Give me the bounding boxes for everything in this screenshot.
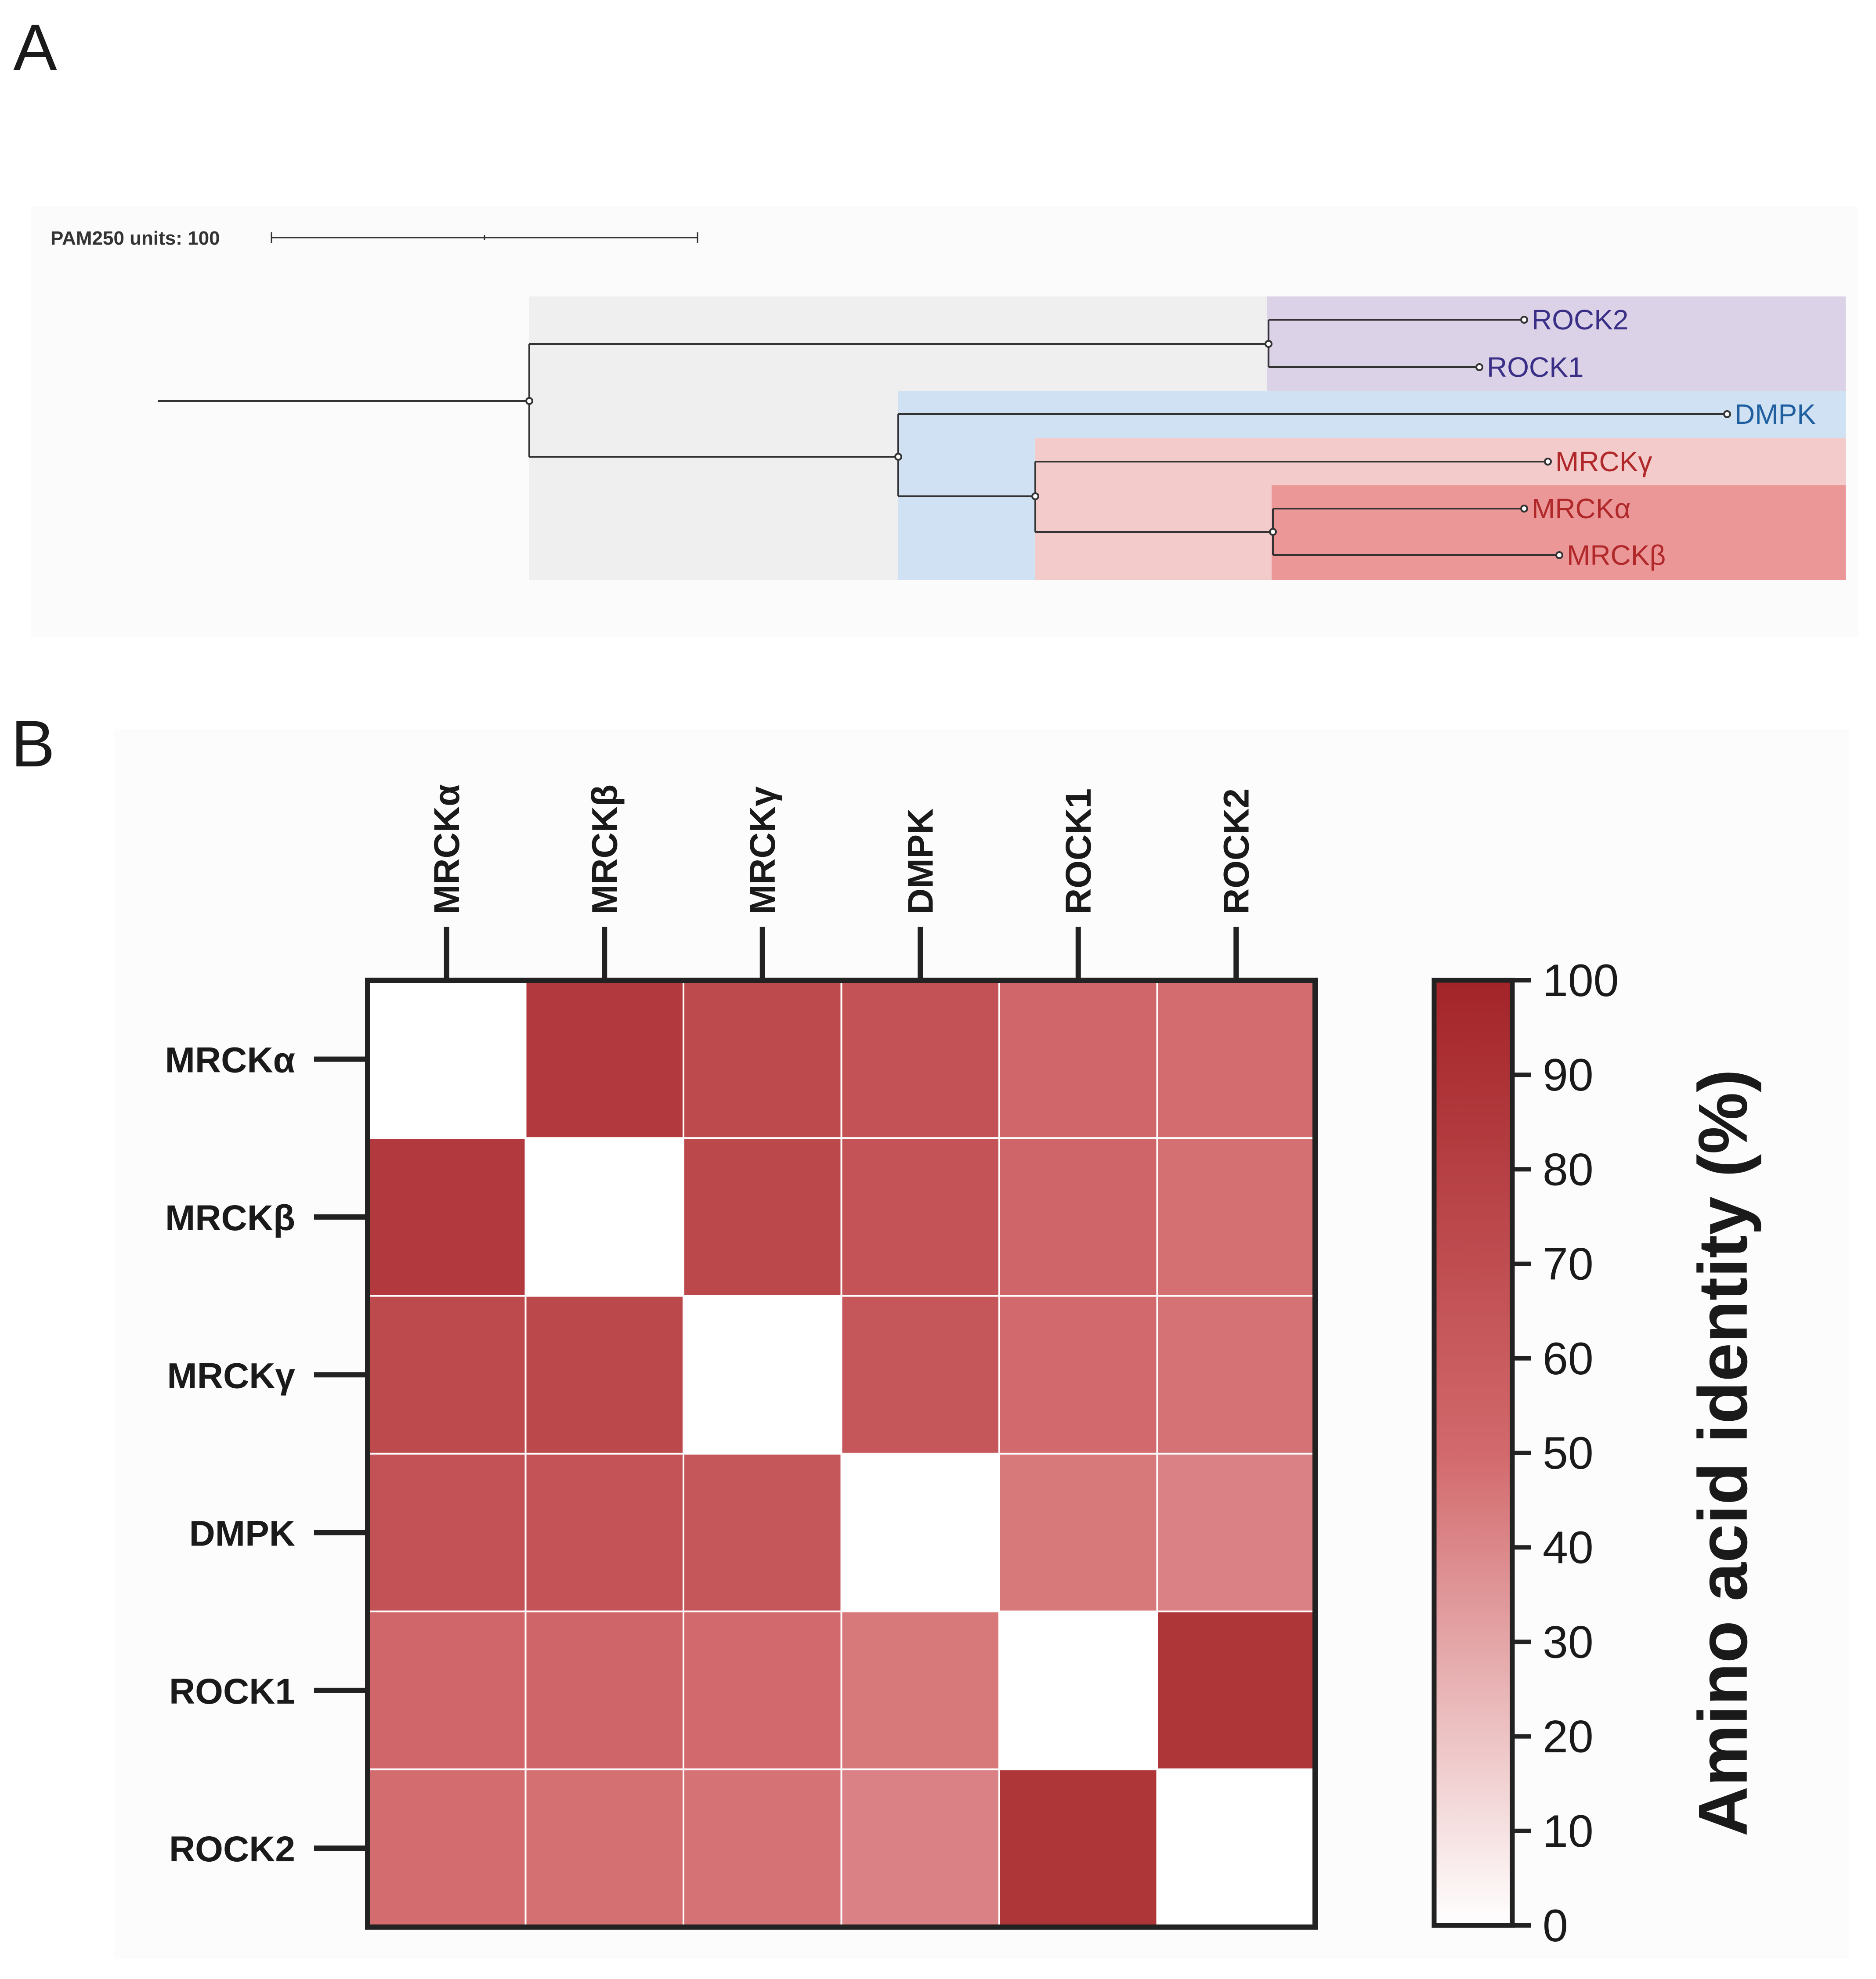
tree-leaf-label-rock2: ROCK2 [1532, 304, 1629, 336]
heatmap-cell-mrck-gamma-mrck-alpha [367, 1295, 527, 1455]
heatmap-cell-mrck-beta-mrck-gamma [683, 1137, 842, 1297]
tree-leaf-node-rock2 [1520, 316, 1528, 324]
colorbar-tick-label-80: 80 [1543, 1144, 1594, 1195]
tree-node-root [525, 397, 533, 405]
heatmap-cell-rock1-mrck-alpha [367, 1611, 527, 1770]
tree-branches [158, 319, 1727, 556]
heatmap-cell-dmpk-mrck-gamma [683, 1452, 842, 1613]
heatmap-cell-mrck-beta-dmpk [840, 1137, 1000, 1297]
colorbar-ticks: 0 10 20 30 40 50 60 70 80 90 100 [1512, 955, 1619, 1951]
tree-leaf-label-mrck-alpha: MRCKα [1532, 493, 1630, 524]
tree-node-rock [1265, 340, 1272, 348]
colorbar-tick-label-20: 20 [1543, 1712, 1594, 1762]
heatmap-cell-rock2-mrck-gamma [683, 1768, 842, 1928]
column-label-mrck-beta: MRCKβ [585, 784, 625, 914]
tree-leaf-label-mrck-gamma: MRCKγ [1555, 446, 1652, 477]
tree-leaf-node-dmpk [1723, 410, 1731, 418]
colorbar-tick-label-70: 70 [1543, 1239, 1594, 1290]
colorbar-title: Amino acid identity (%) [1684, 1069, 1762, 1837]
heatmap-frame [365, 978, 1318, 1930]
heatmap-cell-mrck-gamma-dmpk [840, 1295, 1000, 1455]
heatmap-cell-mrck-alpha-mrck-beta [524, 979, 684, 1139]
column-label-rock1: ROCK1 [1059, 788, 1099, 914]
heatmap-cell-rock1-rock2 [1156, 1611, 1316, 1770]
clade-box-dmpk-extension [898, 438, 1035, 580]
heatmap-cell-dmpk-rock1 [998, 1452, 1158, 1613]
heatmap-cell-mrck-gamma-mrck-gamma [683, 1295, 842, 1455]
row-label-mrck-gamma: MRCKγ [167, 1356, 295, 1396]
heatmap-cell-mrck-gamma-rock1 [998, 1295, 1158, 1455]
heatmap-cell-dmpk-rock2 [1156, 1452, 1316, 1613]
column-label-rock2: ROCK2 [1216, 788, 1256, 914]
tree-panel: PAM250 units: 100 [31, 206, 1858, 637]
row-ticks: MRCKα MRCKβ MRCKγ DMPK ROCK1 ROCK2 [165, 1040, 365, 1869]
tree-node-dmpk-mrck [894, 453, 902, 461]
colorbar-tick-label-60: 60 [1543, 1333, 1594, 1384]
column-ticks: MRCKα MRCKβ MRCKγ DMPK ROCK1 ROCK2 [427, 784, 1256, 978]
column-label-dmpk: DMPK [900, 809, 940, 914]
heatmap-cell-rock1-rock1 [998, 1611, 1158, 1770]
tree-leaf-label-rock1: ROCK1 [1487, 351, 1584, 383]
column-label-mrck-alpha: MRCKα [427, 784, 467, 914]
panel-a-letter: A [13, 11, 57, 84]
tree-leaf-node-mrck-gamma [1544, 458, 1552, 466]
heatmap-cell-rock1-mrck-beta [524, 1611, 684, 1770]
tree-node-mrck-alpha-beta [1269, 528, 1277, 536]
row-label-dmpk: DMPK [189, 1514, 295, 1554]
colorbar-tick-label-30: 30 [1543, 1617, 1594, 1668]
tree-node-mrck [1031, 492, 1039, 500]
tree-leaf-node-rock1 [1475, 363, 1483, 371]
clade-box-mrck-alpha-beta [1272, 485, 1846, 580]
panel-b-letter: B [11, 707, 55, 780]
clade-box-rock [1267, 296, 1846, 391]
heatmap-cell-dmpk-mrck-alpha [367, 1452, 527, 1613]
heatmap-cell-rock2-rock2 [1156, 1768, 1316, 1928]
colorbar-tick-label-50: 50 [1543, 1428, 1594, 1479]
heatmap-cell-mrck-alpha-mrck-alpha [367, 979, 527, 1139]
heatmap-cell-mrck-alpha-mrck-gamma [683, 979, 842, 1139]
heatmap-cell-rock2-mrck-alpha [367, 1768, 527, 1928]
scale-bar-label: PAM250 units: 100 [51, 228, 220, 249]
heatmap [365, 978, 1318, 1930]
heatmap-cell-rock1-mrck-gamma [683, 1611, 842, 1770]
colorbar-tick-label-90: 90 [1543, 1050, 1594, 1101]
colorbar-tick-label-10: 10 [1543, 1806, 1594, 1857]
tree-leaf-label-dmpk: DMPK [1735, 398, 1816, 430]
heatmap-cell-mrck-gamma-rock2 [1156, 1295, 1316, 1455]
heatmap-cell-mrck-beta-mrck-beta [524, 1137, 684, 1297]
heatmap-cell-mrck-alpha-rock2 [1156, 979, 1316, 1139]
heatmap-cell-rock2-mrck-beta [524, 1768, 684, 1928]
heatmap-cell-dmpk-mrck-beta [524, 1452, 684, 1613]
heatmap-cell-rock2-dmpk [840, 1768, 1000, 1928]
heatmap-cell-mrck-beta-rock2 [1156, 1137, 1316, 1297]
column-label-mrck-gamma: MRCKγ [743, 786, 783, 914]
heatmap-cell-dmpk-dmpk [840, 1452, 1000, 1613]
colorbar-tick-label-100: 100 [1543, 955, 1619, 1006]
heatmap-cell-mrck-beta-mrck-alpha [367, 1137, 527, 1297]
tree-nodes [525, 316, 1731, 559]
heatmap-cell-mrck-beta-rock1 [998, 1137, 1158, 1297]
colorbar-tick-label-0: 0 [1543, 1900, 1568, 1951]
row-label-mrck-alpha: MRCKα [165, 1040, 295, 1080]
tree-leaf-label-mrck-beta: MRCKβ [1567, 539, 1666, 571]
row-label-mrck-beta: MRCKβ [165, 1198, 295, 1238]
row-label-rock2: ROCK2 [169, 1829, 295, 1869]
colorbar-tick-label-40: 40 [1543, 1522, 1594, 1573]
heatmap-cell-rock1-dmpk [840, 1611, 1000, 1770]
colorbar [1431, 978, 1515, 1928]
scale-bar [271, 232, 698, 243]
colorbar-gradient [1431, 978, 1515, 1928]
heatmap-cell-rock2-rock1 [998, 1768, 1158, 1928]
tree-leaf-node-mrck-beta [1555, 551, 1563, 559]
tree-leaf-node-mrck-alpha [1520, 505, 1528, 513]
heatmap-cell-mrck-gamma-mrck-beta [524, 1295, 684, 1455]
row-label-rock1: ROCK1 [169, 1672, 295, 1712]
heatmap-cell-mrck-alpha-rock1 [998, 979, 1158, 1139]
heatmap-cell-mrck-alpha-dmpk [840, 979, 1000, 1139]
